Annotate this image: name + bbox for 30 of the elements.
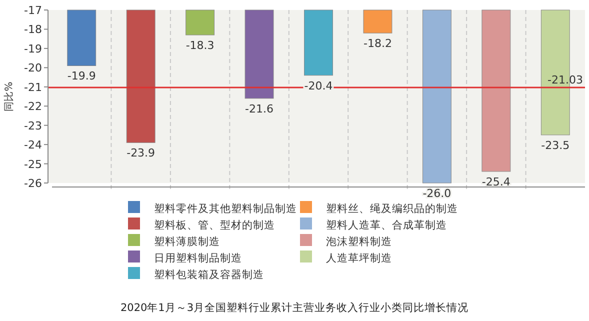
y-tick-label: -23 bbox=[24, 119, 42, 132]
legend-label: 日用塑料制品制造 bbox=[154, 252, 242, 264]
y-tick-label: -20 bbox=[24, 62, 42, 75]
legend-label: 塑料人造革、合成革制造 bbox=[326, 218, 447, 232]
y-tick-label: -21 bbox=[24, 80, 42, 94]
data-label: -19.9 bbox=[67, 70, 96, 83]
data-label: -23.5 bbox=[541, 138, 570, 152]
y-tick-label: -25 bbox=[24, 158, 42, 171]
y-tick-label: -22 bbox=[24, 100, 42, 114]
data-label: -18.3 bbox=[186, 38, 214, 52]
y-axis-title: 同比% bbox=[3, 82, 15, 112]
legend-label: 塑料薄膜制造 bbox=[154, 235, 220, 248]
legend-label: 塑料包装箱及容器制造 bbox=[154, 268, 264, 281]
data-label: -18.2 bbox=[363, 37, 392, 50]
legend-label: 塑料板、管、型材的制造 bbox=[154, 218, 275, 232]
y-tick-label: -19 bbox=[24, 42, 42, 56]
y-tick-label: -18 bbox=[24, 23, 42, 36]
y-tick-label: -24 bbox=[24, 138, 42, 152]
legend-label: 塑料零件及其他塑料制品制造 bbox=[154, 202, 297, 215]
y-tick-label: -17 bbox=[24, 4, 42, 17]
text: 2020年1月～3月全国塑料行业累计主营业务收入行业小类同比增长情况 bbox=[120, 301, 469, 314]
legend-label: 塑料丝、绳及编织品的制造 bbox=[326, 202, 458, 215]
data-label: -21.6 bbox=[245, 102, 274, 116]
data-label: -25.4 bbox=[482, 175, 510, 188]
legend-label: 人造草坪制造 bbox=[326, 252, 392, 264]
data-label: -23.9 bbox=[126, 146, 156, 160]
y-tick-label: -26 bbox=[24, 177, 42, 190]
ref-line-label: -21.03 bbox=[548, 73, 583, 86]
legend-label: 泡沫塑料制造 bbox=[326, 235, 392, 248]
data-label: -26.0 bbox=[422, 187, 452, 200]
